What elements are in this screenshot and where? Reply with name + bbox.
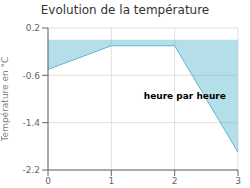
svg-text:-1.4: -1.4	[22, 118, 40, 128]
svg-text:0: 0	[45, 176, 51, 186]
html-text:Evolution de la température: Evolution de la température	[40, 3, 210, 17]
svg-text:2: 2	[172, 176, 178, 186]
svg-text:Température en °C: Température en °C	[8, 57, 10, 143]
svg-text:-0.6: -0.6	[22, 71, 40, 81]
svg-text:3: 3	[235, 176, 241, 186]
html-text:heure par heure: heure par heure	[143, 91, 226, 102]
svg-text:-2.2: -2.2	[22, 165, 40, 175]
svg-text:1: 1	[108, 176, 114, 186]
svg-text:0.2: 0.2	[26, 23, 40, 33]
